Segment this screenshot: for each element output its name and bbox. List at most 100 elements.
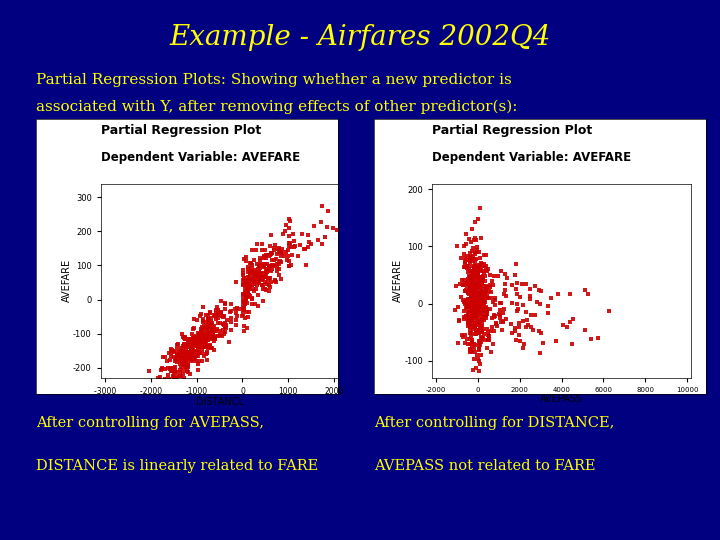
Point: [276, 258, 287, 266]
Point: [210, 334, 221, 343]
Point: [170, 363, 181, 372]
Point: [451, 242, 463, 251]
Point: [246, 295, 258, 303]
Point: [468, 271, 480, 279]
Point: [175, 353, 186, 362]
Point: [285, 242, 297, 251]
Point: [473, 339, 485, 347]
Point: [238, 300, 249, 309]
Point: [471, 298, 482, 306]
Point: [467, 288, 478, 297]
Point: [288, 237, 300, 246]
Point: [470, 326, 482, 334]
Point: [194, 340, 205, 349]
Point: [510, 324, 521, 333]
Point: [231, 312, 243, 321]
Point: [469, 268, 480, 277]
Point: [188, 355, 199, 364]
Point: [282, 246, 294, 254]
Point: [482, 328, 494, 336]
Point: [462, 262, 474, 271]
Point: [280, 247, 292, 256]
Point: [191, 347, 202, 356]
Point: [276, 245, 288, 253]
Point: [205, 320, 217, 329]
Point: [246, 269, 257, 278]
Point: [472, 321, 483, 329]
Point: [474, 289, 485, 298]
Point: [472, 294, 484, 303]
Point: [205, 331, 217, 340]
Point: [190, 352, 202, 361]
Point: [473, 288, 485, 297]
Point: [260, 286, 271, 294]
Point: [174, 372, 186, 381]
Point: [238, 275, 249, 284]
Point: [467, 319, 479, 328]
Point: [265, 249, 276, 258]
Point: [284, 224, 295, 233]
Point: [467, 299, 478, 308]
Point: [482, 343, 493, 352]
Point: [464, 322, 476, 331]
Point: [322, 207, 333, 215]
Point: [469, 300, 480, 309]
Point: [258, 253, 270, 261]
Point: [515, 293, 526, 301]
Point: [178, 358, 189, 367]
Point: [194, 336, 206, 345]
Point: [193, 340, 204, 348]
Point: [181, 353, 193, 362]
Point: [511, 300, 523, 308]
Point: [467, 269, 479, 278]
Point: [477, 280, 488, 289]
Point: [171, 352, 183, 360]
Point: [467, 299, 478, 308]
Point: [256, 240, 268, 248]
Point: [470, 255, 482, 264]
Point: [274, 257, 286, 266]
Point: [248, 286, 260, 295]
Point: [512, 305, 523, 313]
Point: [176, 348, 187, 357]
Point: [247, 285, 258, 294]
Point: [264, 262, 275, 271]
Point: [459, 331, 471, 340]
Point: [190, 339, 202, 348]
Point: [308, 221, 320, 230]
Point: [480, 311, 491, 320]
Point: [462, 300, 473, 309]
Point: [165, 380, 176, 388]
Point: [186, 355, 197, 364]
Point: [564, 318, 575, 326]
Point: [472, 278, 484, 287]
Point: [275, 252, 287, 261]
Point: [183, 340, 194, 349]
Point: [194, 333, 206, 342]
Point: [469, 303, 481, 312]
Point: [184, 335, 195, 344]
Point: [189, 347, 200, 356]
Point: [261, 265, 272, 274]
Point: [191, 334, 202, 342]
Point: [197, 330, 209, 339]
Point: [484, 332, 495, 340]
Point: [225, 307, 237, 315]
Point: [207, 327, 218, 336]
Point: [188, 350, 199, 359]
Point: [480, 282, 492, 291]
Point: [470, 363, 482, 372]
Point: [238, 306, 249, 314]
Point: [248, 279, 260, 288]
Point: [302, 243, 314, 252]
Point: [244, 281, 256, 290]
Point: [208, 326, 220, 334]
Point: [469, 347, 480, 356]
Point: [471, 329, 482, 338]
Point: [292, 252, 304, 260]
Point: [477, 334, 489, 342]
Point: [462, 256, 473, 265]
Point: [253, 279, 265, 287]
Point: [282, 252, 294, 260]
Point: [471, 281, 482, 290]
